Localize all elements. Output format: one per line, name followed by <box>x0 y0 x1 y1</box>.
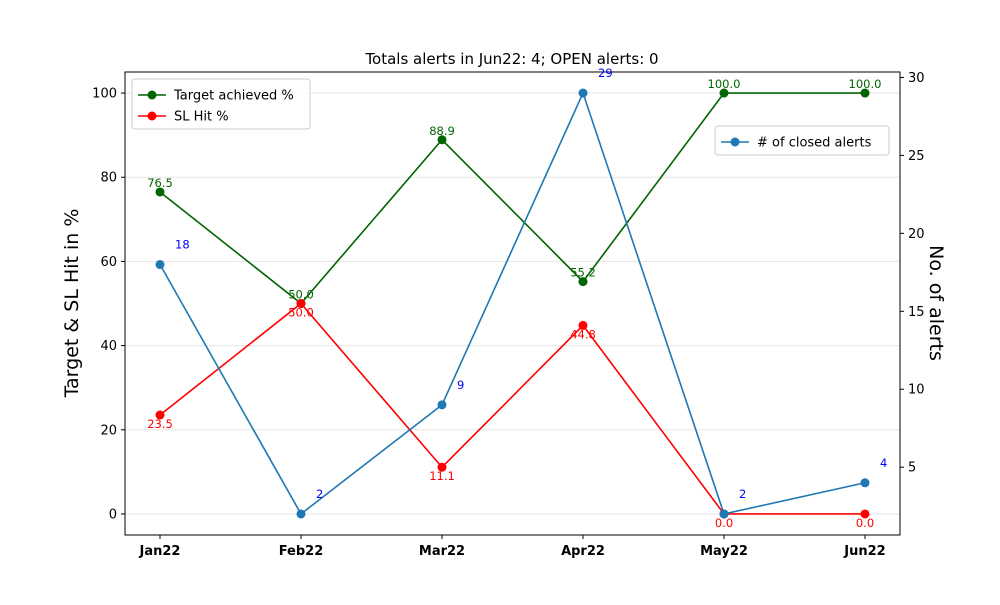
x-tick-label: Jun22 <box>843 544 885 559</box>
series-line-2 <box>159 90 866 516</box>
series-0-point <box>437 135 447 145</box>
legend-marker <box>147 111 157 121</box>
series-1-data-label: 0.0 <box>856 516 874 530</box>
y-left-tick-label: 20 <box>100 423 117 438</box>
legend-percent: Target achieved % SL Hit % <box>131 78 311 130</box>
grid-lines <box>125 92 900 515</box>
x-tick-label: May22 <box>700 544 748 559</box>
series-0-data-label: 55.2 <box>570 266 596 280</box>
legend-marker <box>730 137 740 147</box>
series-layer <box>155 88 870 519</box>
axes: 0 20 40 60 80 100 5 10 15 20 25 30 Jan22 Feb22 Mar22 Ap… <box>92 71 924 559</box>
series-2-data-label: 9 <box>457 378 464 392</box>
series-1-point <box>155 410 165 420</box>
y-right-tick-label: 15 <box>908 305 925 320</box>
series-2-point <box>719 509 729 519</box>
legend-frame <box>131 78 311 130</box>
y-left-tick-label: 100 <box>92 87 117 102</box>
series-0-data-label: 88.9 <box>429 124 455 138</box>
y-left-tick-label: 80 <box>100 171 117 186</box>
series-line-0 <box>159 92 865 305</box>
plot-frame <box>124 71 901 536</box>
y-left-axis-label: Target & SL Hit in % <box>61 209 83 399</box>
series-1-point <box>860 509 870 519</box>
series-1-data-label: 50.0 <box>288 306 314 320</box>
y-right-tick-label: 10 <box>908 383 925 398</box>
series-1-data-label: 23.5 <box>147 417 173 431</box>
legend-label: SL Hit % <box>174 110 229 125</box>
x-tick-label: Jan22 <box>139 544 181 559</box>
y-right-tick-label: 30 <box>908 71 925 86</box>
series-2-point <box>155 260 165 270</box>
x-tick-label: Feb22 <box>279 544 324 559</box>
series-2-point <box>437 400 447 410</box>
series-1-data-label: 44.8 <box>570 327 596 341</box>
legend-marker <box>147 90 157 100</box>
series-1-point <box>296 299 306 308</box>
series-0-point <box>578 277 588 287</box>
series-0-data-label: 76.5 <box>147 176 173 190</box>
series-1-point <box>578 320 588 330</box>
series-0-point <box>860 88 870 98</box>
series-1-data-label: 11.1 <box>429 469 455 483</box>
series-0-data-label: 100.0 <box>849 77 882 91</box>
series-1-point <box>437 462 447 472</box>
series-2-data-label: 18 <box>175 238 190 252</box>
y-right-tick-label: 25 <box>908 149 925 164</box>
legend-label: # of closed alerts <box>757 136 872 151</box>
x-tick-label: Apr22 <box>561 544 605 559</box>
series-2-point <box>296 509 306 519</box>
series-2-data-label: 4 <box>880 456 887 470</box>
legends: Target achieved % SL Hit % # of closed ale… <box>131 78 890 156</box>
series-2-point <box>860 478 870 488</box>
y-right-tick-label: 20 <box>908 227 925 242</box>
series-0-point <box>719 88 729 98</box>
chart-title: Totals alerts in Jun22: 4; OPEN alerts: … <box>364 50 658 68</box>
series-1-data-label: 0.0 <box>715 516 733 530</box>
series-2-data-label: 2 <box>316 487 323 501</box>
y-left-tick-label: 60 <box>100 255 117 270</box>
series-2-point <box>578 88 588 98</box>
legend-label: Target achieved % <box>173 89 294 104</box>
y-left-tick-label: 0 <box>109 507 117 522</box>
series-2-data-label: 29 <box>598 66 613 80</box>
legend-frame <box>714 125 890 156</box>
y-left-tick-label: 40 <box>100 339 117 354</box>
legend-alerts: # of closed alerts <box>714 125 890 156</box>
x-tick-label: Mar22 <box>419 544 465 559</box>
series-2-data-label: 2 <box>739 487 746 501</box>
series-line-1 <box>159 302 865 515</box>
series-0-point <box>155 187 165 197</box>
series-0-data-label: 100.0 <box>708 77 741 91</box>
series-0-data-label: 50.0 <box>288 288 314 302</box>
y-right-tick-label: 5 <box>908 461 916 476</box>
y-right-axis-label: No. of alerts <box>925 245 947 361</box>
